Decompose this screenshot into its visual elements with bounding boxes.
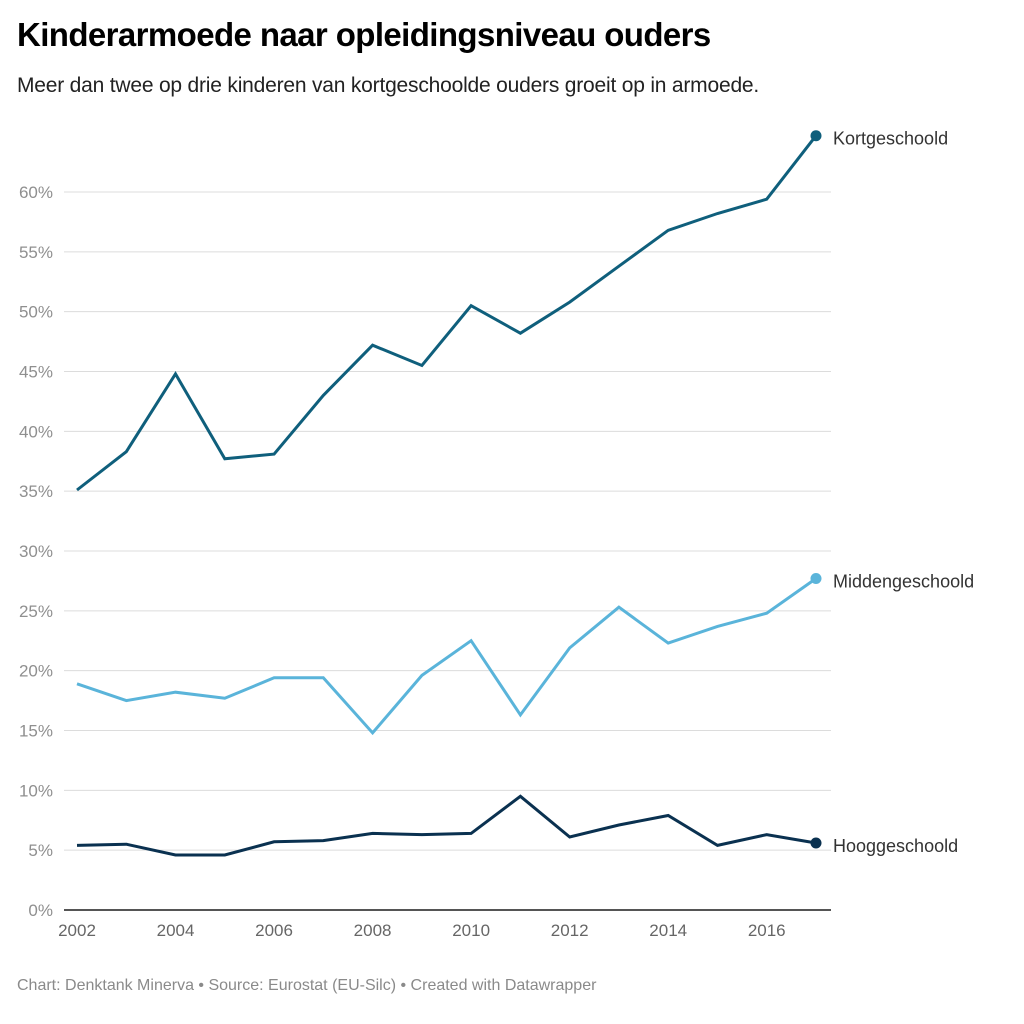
series-line-middengeschoold bbox=[76, 577, 817, 736]
y-tick-label: 15% bbox=[19, 721, 53, 740]
x-axis-ticks: 2002 2004 2006 2008 2010 2012 2014 2016 bbox=[58, 921, 786, 940]
chart-subtitle: Meer dan twee op drie kinderen van kortg… bbox=[17, 74, 760, 97]
y-tick-label: 60% bbox=[19, 183, 53, 202]
x-tick-label: 2006 bbox=[255, 921, 293, 940]
x-tick-label: 2014 bbox=[649, 921, 687, 940]
series-endpoint-middengeschoold bbox=[810, 573, 822, 585]
series-endpoint-kortgeschoold bbox=[810, 130, 822, 142]
series-label-middengeschoold: Middengeschoold bbox=[833, 572, 974, 592]
y-tick-label: 35% bbox=[19, 482, 53, 501]
series-lines bbox=[76, 130, 822, 857]
x-tick-label: 2016 bbox=[748, 921, 786, 940]
y-tick-label: 5% bbox=[28, 841, 53, 860]
x-tick-label: 2012 bbox=[551, 921, 589, 940]
y-tick-label: 45% bbox=[19, 362, 53, 381]
x-tick-label: 2004 bbox=[157, 921, 195, 940]
y-tick-label: 30% bbox=[19, 542, 53, 561]
series-label-hooggeschoold: Hooggeschoold bbox=[833, 836, 958, 856]
y-tick-label: 10% bbox=[19, 781, 53, 800]
x-tick-label: 2008 bbox=[354, 921, 392, 940]
x-tick-label: 2010 bbox=[452, 921, 490, 940]
series-line-hooggeschoold bbox=[76, 794, 817, 857]
y-axis-ticks: 0% 5% 10% 15% 20% 25% 30% 35% 40% 45% 50% 55% 60% bbox=[19, 183, 53, 920]
y-tick-label: 0% bbox=[28, 901, 53, 920]
y-tick-label: 20% bbox=[19, 662, 53, 681]
x-tick-label: 2002 bbox=[58, 921, 96, 940]
chart-title: Kinderarmoede naar opleidingsniveau oude… bbox=[17, 16, 711, 53]
y-tick-label: 40% bbox=[19, 422, 53, 441]
series-label-kortgeschoold: Kortgeschoold bbox=[833, 129, 948, 149]
y-tick-label: 25% bbox=[19, 602, 53, 621]
chart-footer: Chart: Denktank Minerva • Source: Eurost… bbox=[17, 977, 597, 994]
series-endpoint-hooggeschoold bbox=[810, 837, 822, 849]
gridlines bbox=[64, 191, 831, 911]
series-labels: Kortgeschoold Middengeschoold Hooggeschool… bbox=[833, 129, 974, 856]
y-tick-label: 50% bbox=[19, 303, 53, 322]
y-tick-label: 55% bbox=[19, 243, 53, 262]
series-line-kortgeschoold bbox=[76, 134, 818, 492]
